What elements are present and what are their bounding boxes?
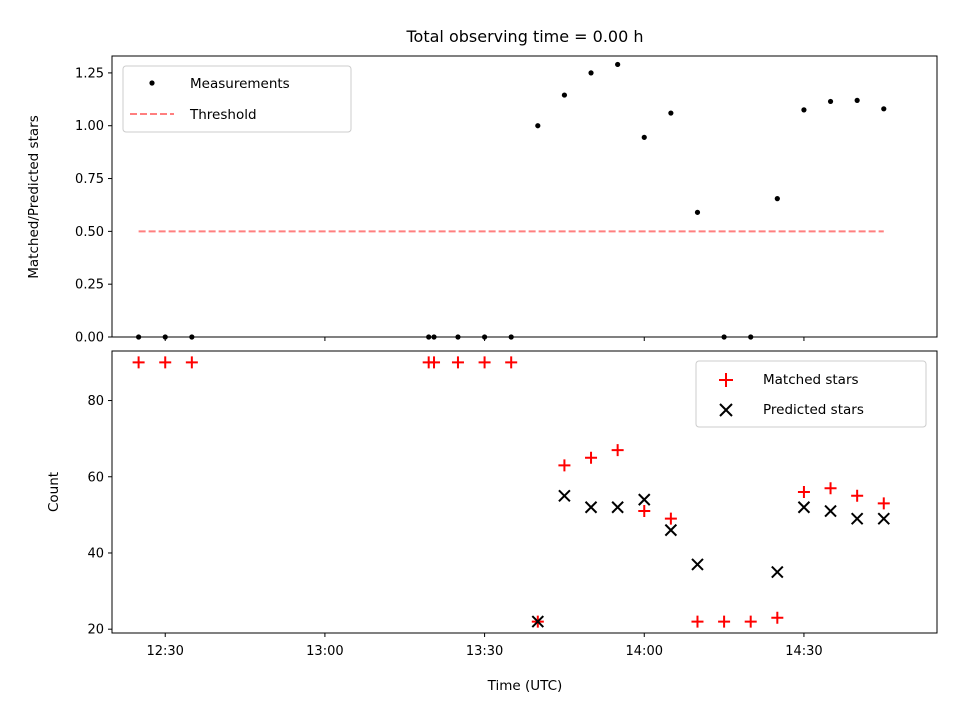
top-y-tick-label: 0.50 [75,225,104,240]
measurement-point [801,107,807,113]
matched-star-marker [824,482,837,495]
predicted-star-marker [584,501,598,514]
predicted-star-marker [771,565,784,579]
predicted-star-marker [611,501,624,514]
top-y-tick-label: 0.00 [75,331,104,346]
measurement-point [881,106,887,112]
matched-star-marker [585,451,598,464]
measurement-point [588,70,594,76]
measurement-point [615,61,621,68]
legend-predicted-label: Predicted stars [763,402,864,418]
bottom-x-axis-label: Time (UTC) [487,678,563,694]
matched-star-marker [451,356,464,369]
matched-star-marker [611,444,624,457]
measurement-point [668,110,674,116]
measurement-point [827,98,834,105]
matched-star-marker [771,611,784,624]
legend-matched-marker [719,373,733,387]
predicted-star-marker [531,615,545,628]
matched-star-marker [558,459,571,472]
top-legend-box [122,65,352,133]
top-y-tick-label: 0.25 [75,278,104,293]
top-plot-area: 0.00 0.25 0.50 0.75 1.00 1.25 [75,61,887,346]
legend-predicted-marker [719,403,733,417]
bottom-x-tick-label: 13:00 [306,644,343,659]
legend-measurements-marker [149,80,155,86]
measurement-point [535,123,541,129]
matched-star-marker [797,486,810,498]
predicted-star-marker [558,489,571,503]
bottom-x-tick-label: 12:30 [146,644,183,659]
predicted-star-marker [664,523,678,537]
predicted-star-marker [638,493,651,506]
top-y-tick-label: 0.75 [75,172,104,187]
bottom-plot-area: 20 40 60 80 12:30 13:00 13:30 14:00 14:30 [87,356,890,659]
legend-threshold-label: Threshold [189,107,257,123]
matched-star-marker [664,512,677,525]
bottom-y-tick-label: 40 [87,546,104,561]
legend-measurements-label: Measurements [190,76,290,92]
matched-star-marker [691,615,704,628]
measurement-point [641,134,647,140]
top-y-tick-label: 1.25 [75,66,104,81]
top-title: Total observing time = 0.00 h [405,27,643,46]
matched-star-marker [505,356,518,369]
predicted-star-marker [850,512,864,525]
top-panel: Total observing time = 0.00 h 0.000.250.… [26,27,938,346]
predicted-star-marker [824,504,837,518]
bottom-legend: Matched stars Predicted stars [695,360,927,428]
bottom-x-tick-label: 14:30 [785,644,822,659]
measurement-point [774,196,780,202]
bottom-axes-frame [111,350,938,634]
matched-star-marker [851,489,864,502]
bottom-x-tick-label: 14:00 [626,644,663,659]
bottom-y-axis-label: Count [46,472,62,512]
top-y-tick-label: 1.00 [75,119,104,134]
legend-matched-label: Matched stars [763,372,859,388]
top-axes-frame [111,55,938,338]
bottom-y-tick-label: 80 [87,394,104,409]
top-y-axis-label: Matched/Predicted stars [26,115,42,278]
bottom-y-tick-label: 20 [87,623,104,638]
predicted-star-marker [877,512,890,525]
measurement-point [694,209,701,215]
matched-star-marker [478,356,491,369]
predicted-star-marker [691,558,704,571]
bottom-y-tick-label: 60 [87,470,104,485]
top-legend: Measurements Threshold [122,65,352,133]
bottom-legend-box [695,360,927,428]
matched-star-marker [638,505,651,518]
matched-star-marker [185,356,198,369]
matched-star-marker [132,356,145,369]
predicted-star-marker [797,501,811,514]
matched-star-marker [877,497,890,510]
matched-star-marker [744,615,757,628]
bottom-x-tick-label: 13:30 [466,644,503,659]
matched-star-marker [159,356,172,369]
matched-star-marker [718,615,731,628]
measurement-point [561,92,568,98]
matched-star-marker [428,356,441,369]
measurement-point [854,97,860,103]
